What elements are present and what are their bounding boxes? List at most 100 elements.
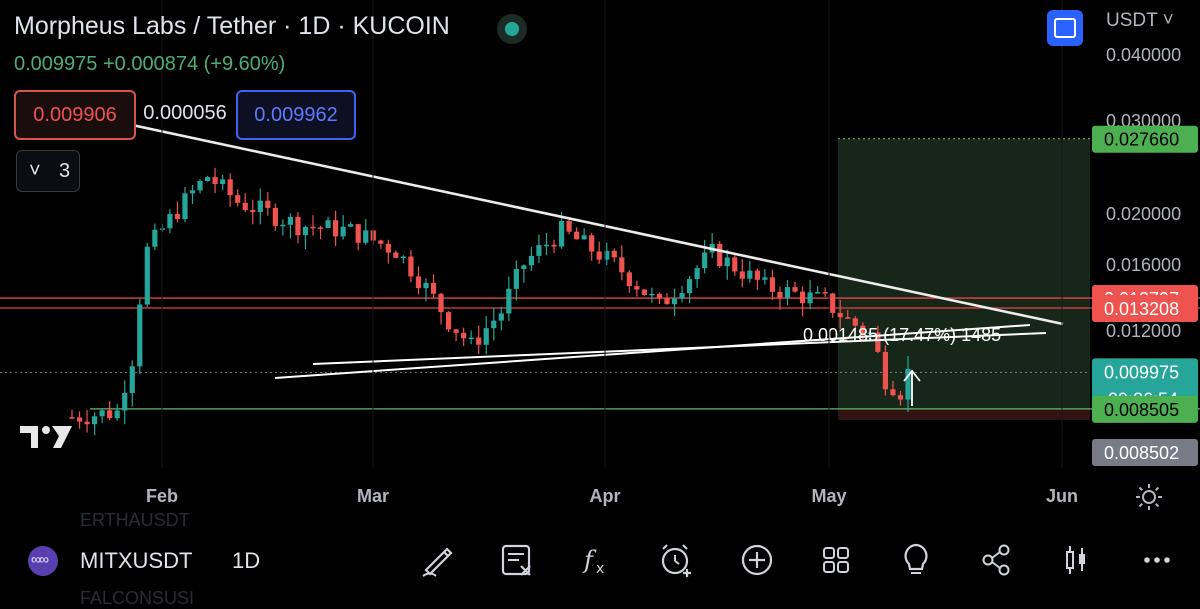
indicators-icon[interactable]	[497, 540, 537, 580]
candle-body	[310, 226, 316, 229]
candle-body	[220, 179, 226, 185]
idea-icon[interactable]	[896, 540, 936, 580]
candle-body	[114, 410, 120, 419]
candle-body	[122, 392, 128, 411]
candle-body	[453, 329, 459, 333]
x-axis-tick-label: Feb	[146, 486, 178, 506]
layouts-icon[interactable]	[816, 540, 856, 580]
candle-body	[445, 312, 452, 330]
candle-body	[265, 200, 271, 208]
candle-body	[702, 252, 708, 269]
candle-body	[491, 320, 497, 329]
candle-body	[641, 289, 647, 295]
candle-body	[257, 200, 263, 213]
target-zone	[838, 138, 1090, 409]
draw-icon[interactable]	[418, 540, 458, 580]
price-tag-bg	[1092, 395, 1198, 423]
logo-part	[52, 426, 72, 448]
svg-text:f: f	[582, 546, 597, 574]
candle-body	[378, 240, 384, 244]
candle-body	[423, 282, 429, 289]
candle-body	[649, 293, 655, 296]
candle-body	[867, 332, 873, 334]
candle-body	[385, 243, 391, 253]
sell-price-button[interactable]: 0.009906	[14, 90, 136, 140]
candle-body	[732, 257, 738, 272]
candle-body	[528, 255, 535, 266]
candle-body	[792, 287, 798, 292]
candle-body	[852, 318, 858, 326]
candle-body	[513, 269, 519, 289]
alert-add-icon[interactable]	[657, 540, 697, 580]
candle-body	[69, 417, 75, 419]
candle-body	[483, 328, 489, 345]
candle-body	[415, 276, 422, 289]
candle-body	[860, 325, 866, 334]
candle-body	[905, 368, 911, 400]
candle-body	[438, 293, 444, 313]
candle-body	[882, 351, 889, 390]
candle-body	[400, 256, 406, 259]
candle-body	[333, 220, 339, 237]
svg-text:x: x	[596, 561, 604, 577]
candle-body	[626, 272, 632, 287]
candle-body	[144, 246, 150, 305]
settings-sun-icon[interactable]	[1134, 482, 1164, 512]
x-axis-tick-label: May	[811, 486, 846, 506]
candle-body	[107, 410, 113, 419]
candle-body	[830, 293, 836, 313]
candle-body	[822, 292, 828, 294]
ascending-trendline-upper	[312, 332, 1047, 365]
y-axis-tick-label: 0.016000	[1106, 255, 1181, 275]
candle-body	[574, 231, 580, 240]
candle-body	[287, 216, 294, 225]
candle-body	[596, 251, 602, 260]
y-axis-tick-label: 0.020000	[1106, 204, 1181, 224]
candle-body	[875, 332, 881, 352]
candle-body	[536, 245, 542, 256]
share-icon[interactable]	[976, 540, 1016, 580]
price-chart[interactable]: 0.001485 (17.47%) 14850.0400000.0300000.…	[0, 0, 1200, 520]
candle-body	[543, 244, 550, 247]
candle-body	[167, 213, 173, 229]
candle-body	[363, 230, 369, 243]
candle-body	[99, 410, 105, 417]
symbol-selector[interactable]: MITXUSDT	[80, 548, 193, 573]
stop-zone	[838, 408, 1090, 421]
next-symbol-ghost: FALCONSUSI	[80, 588, 195, 608]
candle-body	[317, 227, 324, 229]
candle-body	[129, 366, 135, 393]
candle-body	[581, 235, 587, 240]
interval-selector[interactable]: 1D	[232, 548, 261, 573]
candle-body	[897, 395, 904, 400]
buy-price-button[interactable]: 0.009962	[236, 90, 356, 140]
tradingview-logo-icon	[20, 426, 72, 448]
fullscreen-icon[interactable]	[1047, 10, 1083, 46]
market-open-indicator	[497, 14, 527, 44]
candle-body	[242, 202, 248, 211]
candle-body	[589, 235, 595, 252]
add-icon[interactable]	[737, 540, 777, 580]
candle-body	[227, 179, 233, 196]
candle-body	[84, 421, 90, 425]
ascending-trendline-lower	[274, 324, 1031, 379]
more-icon[interactable]	[1137, 540, 1177, 580]
descending-trendline	[131, 123, 1064, 326]
candle-body	[340, 226, 346, 237]
candle-body	[717, 243, 723, 267]
candle-body	[174, 213, 181, 219]
price-tag-label: 0.027660	[1104, 130, 1179, 150]
candle-body	[152, 229, 158, 247]
candle-body	[784, 287, 791, 299]
currency-selector[interactable]: USDT ˅	[1106, 10, 1174, 31]
price-tag-label: 0.008502	[1104, 443, 1179, 463]
chart-title: Morpheus Labs / Tether · 1D · KUCOIN	[14, 12, 450, 40]
indicators-toggle[interactable]: ˅ 3	[16, 150, 80, 192]
indicator-count: 3	[59, 160, 71, 182]
x-axis-tick-label: Jun	[1046, 486, 1078, 506]
symbol-logo-icon	[28, 546, 58, 576]
price-tag-label: 0.013208	[1104, 299, 1179, 319]
candle-type-icon[interactable]	[1056, 540, 1096, 580]
y-axis-tick-label: 0.012000	[1106, 321, 1181, 341]
